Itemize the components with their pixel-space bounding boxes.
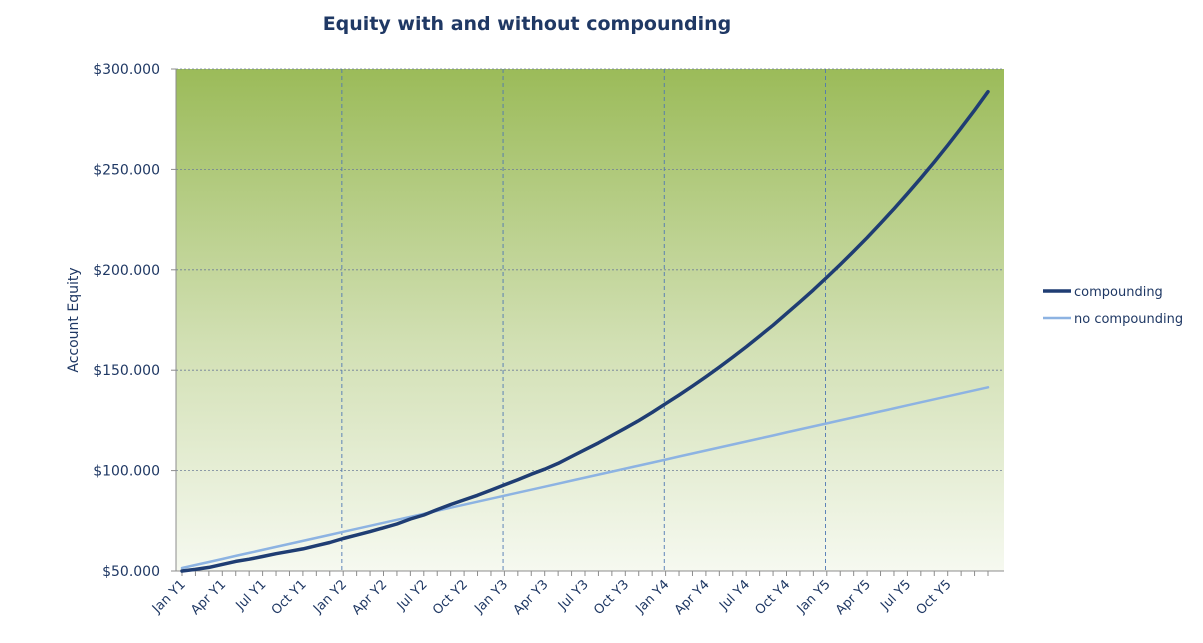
x-tick-label: Oct Y3 <box>591 577 632 618</box>
legend-label-no-compounding: no compounding <box>1074 312 1183 327</box>
horizontal-gridlines <box>176 68 1004 472</box>
y-axis-label: Account Equity <box>66 267 82 372</box>
x-tick-label: Oct Y5 <box>914 577 955 618</box>
x-tick-label: Jan Y4 <box>633 577 673 617</box>
y-tick-label: $250.000 <box>93 162 160 178</box>
x-tick-labels: Jan Y1 Apr Y1 Jul Y1 Oct Y1 Jan Y2 Apr Y2 Jul … <box>149 577 955 618</box>
y-tick-label: $200.000 <box>93 263 160 279</box>
x-tick-label: Jul Y5 <box>877 577 914 614</box>
x-tick-label: Apr Y2 <box>349 577 390 618</box>
x-tick-label: Jan Y3 <box>471 577 511 617</box>
x-tick-label: Jan Y1 <box>149 577 189 617</box>
x-tick-label: Apr Y5 <box>833 577 874 618</box>
x-tick-label: Jan Y5 <box>794 577 834 617</box>
y-tick-label: $100.000 <box>93 464 160 480</box>
x-tick-label: Jan Y2 <box>310 577 350 617</box>
x-tick-label: Oct Y1 <box>269 577 310 618</box>
legend-label-compounding: compounding <box>1074 285 1163 300</box>
series-line-0 <box>180 89 990 573</box>
x-tick-label: Jul Y1 <box>233 577 270 614</box>
x-tick-label: Oct Y4 <box>752 577 793 618</box>
x-tick-label: Jul Y3 <box>555 577 592 614</box>
plot-area <box>176 69 1004 571</box>
series-lines <box>180 89 990 573</box>
y-tick-label: $300.000 <box>93 62 160 78</box>
legend: compounding no compounding <box>1043 285 1183 327</box>
x-tick-label: Apr Y3 <box>511 577 552 618</box>
x-tick-label: Jul Y2 <box>394 577 431 614</box>
x-tick-label: Oct Y2 <box>430 577 471 618</box>
y-tick-label: $150.000 <box>93 363 160 379</box>
axes <box>171 68 1004 576</box>
series-line-1 <box>180 386 990 570</box>
chart-title: Equity with and without compounding <box>323 13 732 35</box>
x-tick-label: Jul Y4 <box>716 577 753 614</box>
y-tick-labels: $50.000 $100.000 $150.000 $200.000 $250.000 $… <box>93 62 160 580</box>
x-tick-label: Apr Y4 <box>672 577 713 618</box>
x-tick-label: Apr Y1 <box>188 577 229 618</box>
y-tick-label: $50.000 <box>102 564 160 580</box>
